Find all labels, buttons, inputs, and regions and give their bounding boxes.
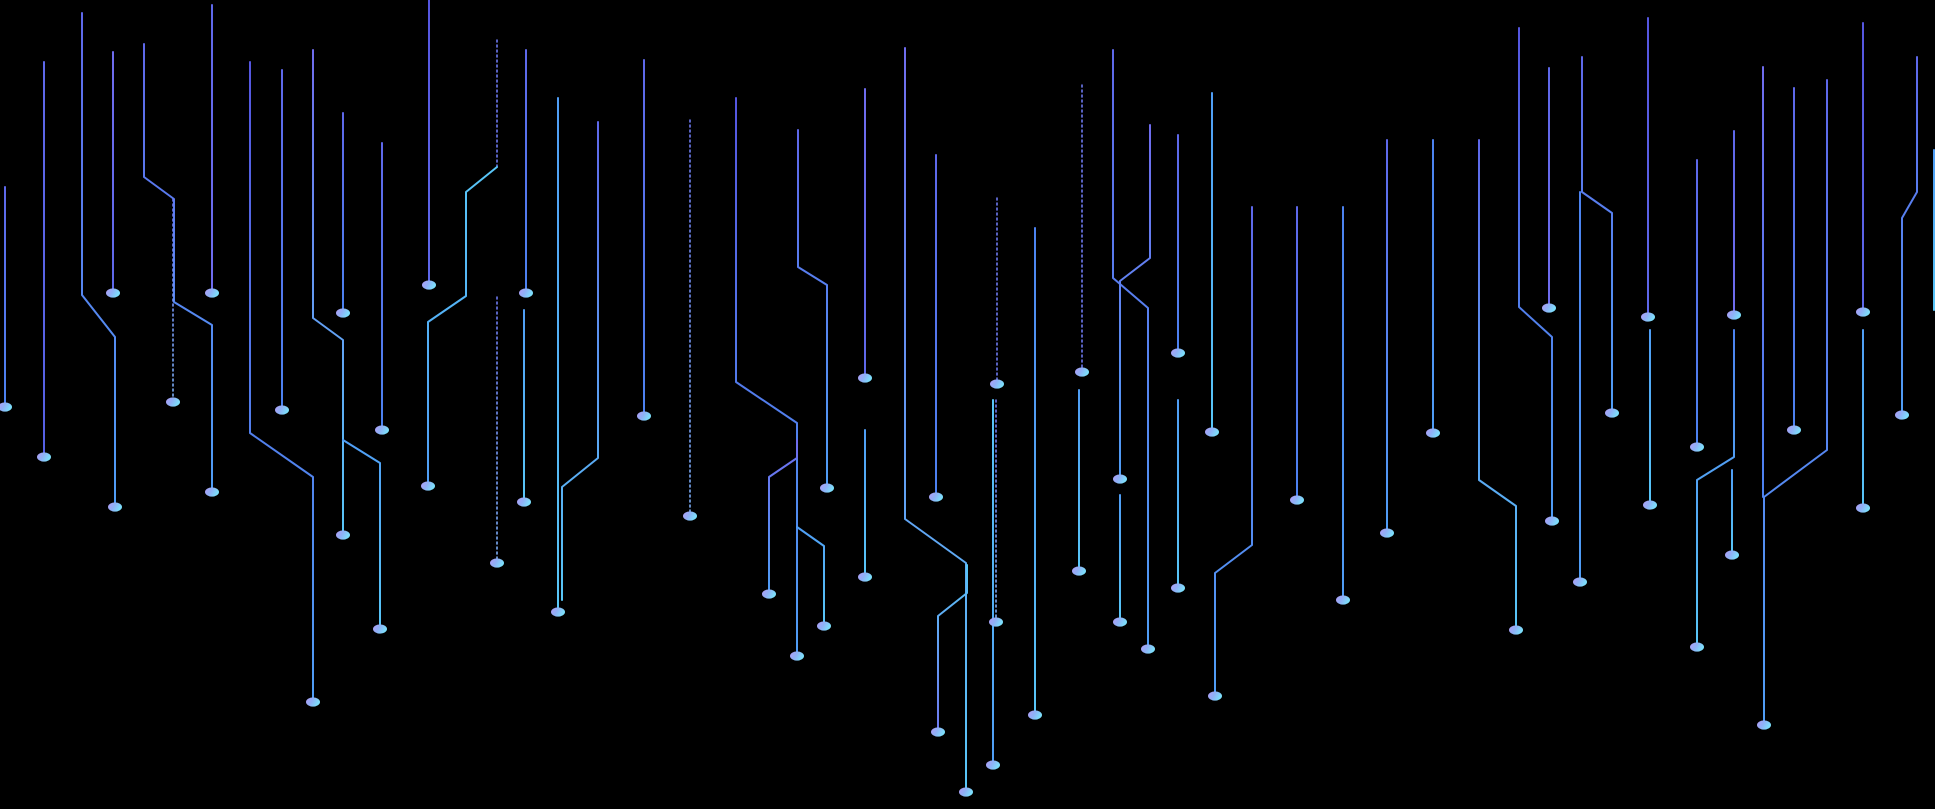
trace-endpoint-dot (817, 621, 831, 631)
trace-endpoint-dot (762, 589, 776, 599)
trace-endpoint-dot (1075, 367, 1089, 377)
trace-endpoint-dot (0, 402, 12, 412)
trace-endpoint-dot (1643, 500, 1657, 510)
trace-endpoint-dot (1072, 566, 1086, 576)
circuit-trace (1581, 56, 1613, 412)
circuit-trace (1763, 79, 1828, 724)
trace-endpoint-dot (858, 373, 872, 383)
trace-endpoint-dot (336, 308, 350, 318)
trace-endpoint-dot (1690, 442, 1704, 452)
trace-endpoint-dot (1336, 595, 1350, 605)
trace-endpoint-dot (1690, 642, 1704, 652)
trace-endpoint-dot (637, 411, 651, 421)
circuit-trace (1696, 329, 1735, 646)
trace-endpoint-dot (1542, 303, 1556, 313)
trace-endpoint-dot (1573, 577, 1587, 587)
circuit-trace (81, 12, 116, 506)
trace-endpoint-dot (1113, 474, 1127, 484)
circuit-trace (1518, 27, 1553, 520)
circuit-trace (342, 439, 381, 628)
trace-endpoint-dot (1509, 625, 1523, 635)
trace-endpoint-dot (275, 405, 289, 415)
trace-endpoint-dot (820, 483, 834, 493)
trace-endpoint-dot (1028, 710, 1042, 720)
circuit-trace (1901, 56, 1918, 414)
trace-endpoint-dot (790, 651, 804, 661)
trace-endpoint-dot (1895, 410, 1909, 420)
circuit-trace (768, 439, 798, 593)
trace-endpoint-dot (990, 379, 1004, 389)
trace-endpoint-dot (1856, 307, 1870, 317)
trace-endpoint-dot (421, 481, 435, 491)
circuit-trace (561, 121, 599, 601)
trace-endpoint-dot (1856, 503, 1870, 513)
trace-endpoint-dot (306, 697, 320, 707)
trace-endpoint-dot (1171, 583, 1185, 593)
trace-endpoint-dot (1205, 427, 1219, 437)
trace-dots-layer (0, 280, 1909, 797)
trace-endpoint-dot (166, 397, 180, 407)
trace-endpoint-dot (1290, 495, 1304, 505)
trace-endpoint-dot (1141, 644, 1155, 654)
trace-endpoint-dot (683, 511, 697, 521)
trace-endpoint-dot (1787, 425, 1801, 435)
circuit-trace (904, 47, 967, 791)
trace-endpoint-dot (1641, 312, 1655, 322)
trace-endpoint-dot (929, 492, 943, 502)
trace-endpoint-dot (490, 558, 504, 568)
trace-endpoint-dot (422, 280, 436, 290)
circuit-trace (1112, 49, 1149, 648)
trace-endpoint-dot (375, 425, 389, 435)
trace-endpoint-dot (1113, 617, 1127, 627)
trace-endpoint-dot (1605, 408, 1619, 418)
trace-endpoint-dot (989, 617, 1003, 627)
circuit-trace (796, 526, 825, 625)
trace-endpoint-dot (1171, 348, 1185, 358)
trace-endpoint-dot (1727, 310, 1741, 320)
circuit-trace (427, 166, 498, 485)
circuit-trace (249, 61, 314, 701)
trace-endpoint-dot (108, 502, 122, 512)
trace-endpoint-dot (1725, 550, 1739, 560)
circuit-trace (797, 129, 828, 487)
circuit-trace (143, 43, 213, 491)
trace-endpoint-dot (959, 787, 973, 797)
trace-endpoint-dot (205, 288, 219, 298)
circuit-trace (1478, 139, 1517, 629)
trace-endpoint-dot (519, 288, 533, 298)
trace-endpoint-dot (205, 487, 219, 497)
trace-endpoint-dot (1545, 516, 1559, 526)
trace-endpoint-dot (1426, 428, 1440, 438)
circuit-trace (937, 564, 968, 731)
circuit-trace (735, 97, 798, 655)
trace-endpoint-dot (986, 760, 1000, 770)
trace-endpoint-dot (1757, 720, 1771, 730)
trace-endpoint-dot (1208, 691, 1222, 701)
trace-lines-layer (4, 0, 1935, 791)
circuit-trace (1214, 206, 1253, 695)
trace-endpoint-dot (931, 727, 945, 737)
circuit-trace (1119, 124, 1151, 478)
trace-endpoint-dot (517, 497, 531, 507)
trace-endpoint-dot (551, 607, 565, 617)
trace-endpoint-dot (106, 288, 120, 298)
trace-endpoint-dot (37, 452, 51, 462)
trace-endpoint-dot (1380, 528, 1394, 538)
circuit-trace (312, 49, 344, 534)
trace-endpoint-dot (373, 624, 387, 634)
trace-endpoint-dot (336, 530, 350, 540)
trace-endpoint-dot (858, 572, 872, 582)
